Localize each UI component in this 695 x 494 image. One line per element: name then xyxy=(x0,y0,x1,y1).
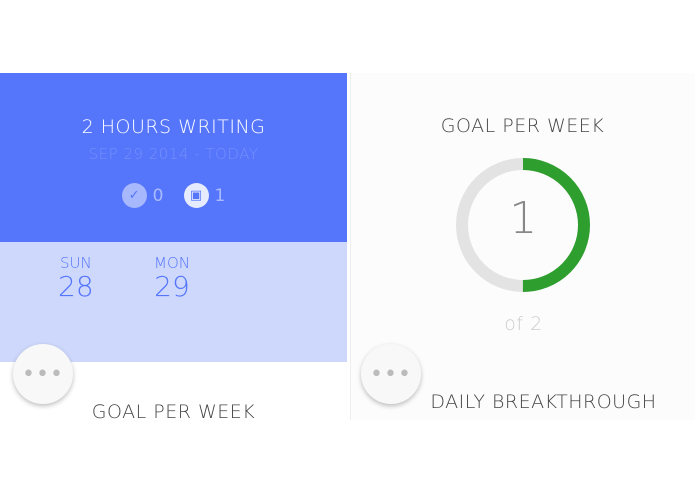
day-name: MON xyxy=(154,254,190,272)
day-name: SUN xyxy=(59,254,92,272)
day-date: 28 xyxy=(58,270,94,303)
more-button[interactable]: ••• xyxy=(13,344,73,404)
section-heading: DAILY BREAKTHROUGH xyxy=(430,391,657,413)
calendar-icon: ▣ xyxy=(183,183,209,208)
section-heading: GOAL PER WEEK xyxy=(91,401,256,420)
habit-title: 2 HOURS WRITING xyxy=(81,116,266,138)
habit-card: 2 HOURS WRITING SEP 29 2014 - TODAY ✓ 0 … xyxy=(0,73,347,420)
ring-progress xyxy=(456,158,590,292)
day-sun[interactable]: SUN 28 xyxy=(58,254,94,302)
goal-value: 1 xyxy=(509,193,538,244)
day-date: 29 xyxy=(154,270,190,303)
habit-stats: ✓ 0 ▣ 1 xyxy=(0,183,347,208)
day-strip: SUN 28 MON 29 xyxy=(0,242,347,362)
habit-date-range: SEP 29 2014 - TODAY xyxy=(88,145,259,163)
goal-progress-ring xyxy=(456,158,590,292)
scheduled-count: 1 xyxy=(214,185,226,206)
day-mon[interactable]: MON 29 xyxy=(154,254,190,302)
goal-total: of 2 xyxy=(504,313,543,335)
habit-header[interactable]: 2 HOURS WRITING SEP 29 2014 - TODAY ✓ 0 … xyxy=(0,73,347,242)
goal-heading: GOAL PER WEEK xyxy=(440,115,605,137)
more-button[interactable]: ••• xyxy=(361,344,421,404)
goal-card: GOAL PER WEEK 1 of 2 DAILY BREAKTHROUGH … xyxy=(350,73,695,420)
completed-count: 0 xyxy=(152,185,164,206)
check-icon: ✓ xyxy=(121,183,147,208)
